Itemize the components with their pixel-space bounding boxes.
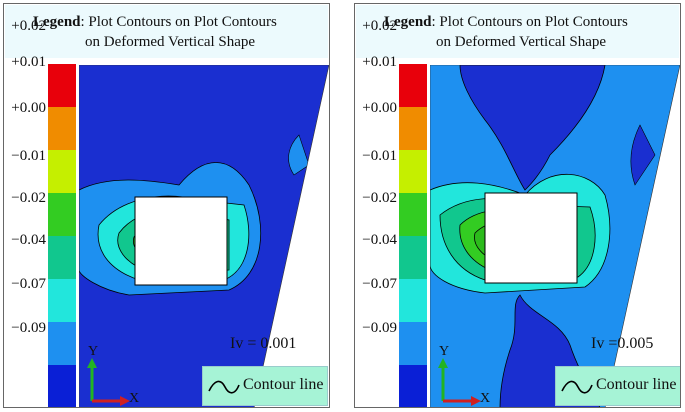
contour-line-legend: Contour line (202, 366, 328, 406)
scale-tick-label: +0.00 (362, 100, 397, 116)
axis-triad: Y X (435, 344, 505, 407)
legend-header: Legend: Plot Contours on Plot Contours o… (5, 5, 328, 58)
scale-tick-label: +0.00 (11, 100, 46, 116)
deep-blue-upper-lobe (459, 65, 606, 191)
scale-swatch (399, 365, 427, 407)
scale-swatch (48, 322, 76, 365)
scale-swatch (399, 64, 427, 107)
legend-title-line1: : Plot Contours on Plot Contours (431, 14, 628, 30)
contour-line-label: Contour line (596, 376, 677, 393)
scale-swatch (48, 279, 76, 322)
scale-tick-label: +0.01 (362, 54, 397, 70)
contour-panel-right: Legend: Plot Contours on Plot Contours o… (354, 3, 681, 408)
scale-swatch (399, 322, 427, 365)
axis-y-label: Y (88, 344, 99, 359)
axis-y-label: Y (439, 344, 450, 359)
scale-tick-label: −0.04 (11, 232, 46, 248)
scale-tick-label: −0.07 (11, 276, 46, 292)
scale-tick-label: −0.07 (362, 276, 397, 292)
contour-line-legend: Contour line (555, 366, 680, 406)
axis-arrows-icon (438, 358, 481, 406)
contour-line-icon (561, 380, 593, 394)
scale-swatch (399, 107, 427, 150)
scale-tick-label: −0.01 (11, 148, 46, 164)
contour-plot (430, 65, 680, 407)
axis-x-label: X (129, 391, 140, 406)
contour-plot (79, 65, 329, 407)
scale-tick-label: −0.09 (11, 320, 46, 336)
iv-label: Iv =0.005 (591, 335, 654, 352)
color-scale (48, 64, 76, 407)
deep-blue-right-strip (630, 124, 656, 186)
legend-word: Legend (384, 14, 432, 30)
axis-arrows-icon (87, 358, 130, 406)
scale-tick-label: −0.01 (362, 148, 397, 164)
scale-swatch (48, 236, 76, 279)
scale-swatch (48, 107, 76, 150)
scale-swatch (48, 193, 76, 236)
scale-swatch (399, 236, 427, 279)
contour-line-icon (208, 380, 240, 394)
scale-swatch (399, 279, 427, 322)
legend-title-line2: on Deformed Vertical Shape (85, 34, 256, 50)
scale-tick-label: −0.02 (11, 190, 46, 206)
legend-word: Legend (33, 14, 81, 30)
scale-tick-label: −0.09 (362, 320, 397, 336)
color-scale (399, 64, 427, 407)
scale-tick-label: +0.01 (11, 54, 46, 70)
legend-title-line2: on Deformed Vertical Shape (436, 34, 607, 50)
contour-panel-left: Legend: Plot Contours on Plot Contours o… (3, 3, 330, 408)
scale-swatch (48, 150, 76, 193)
scale-tick-label: −0.04 (362, 232, 397, 248)
iv-label: Iv = 0.001 (230, 335, 297, 352)
contour-line-label: Contour line (243, 376, 324, 393)
scale-tick-label: +0.02 (362, 18, 397, 34)
white-block-deformed (484, 192, 578, 284)
scale-swatch (399, 150, 427, 193)
contour-band-right-edge (288, 134, 310, 176)
scale-swatch (48, 365, 76, 407)
axis-x-label: X (480, 391, 491, 406)
scale-tick-label: +0.02 (11, 18, 46, 34)
white-block-deformed (134, 196, 228, 286)
legend-header: Legend: Plot Contours on Plot Contours o… (356, 5, 679, 58)
scale-swatch (48, 64, 76, 107)
legend-title-line1: : Plot Contours on Plot Contours (80, 14, 277, 30)
scale-tick-label: −0.02 (362, 190, 397, 206)
axis-triad: Y X (84, 344, 154, 407)
scale-swatch (399, 193, 427, 236)
